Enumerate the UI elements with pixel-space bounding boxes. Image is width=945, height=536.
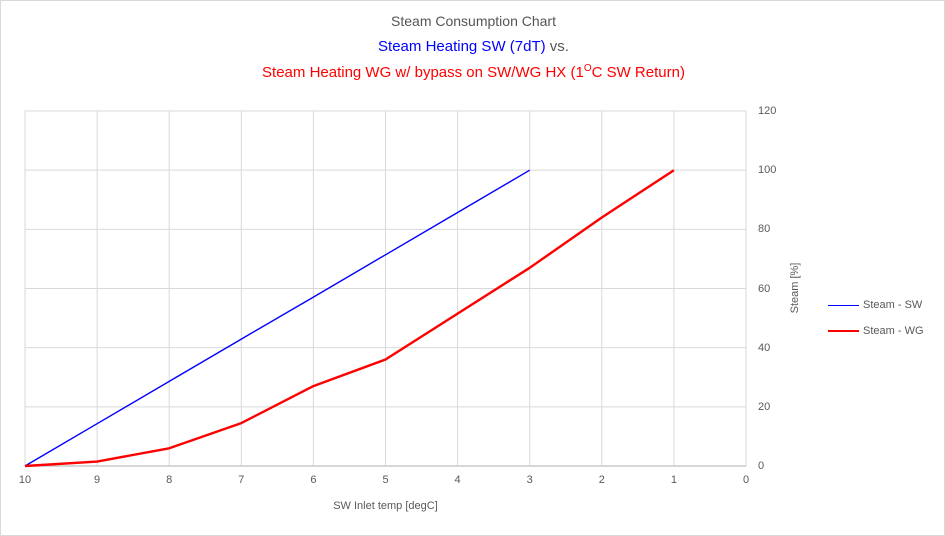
x-tick-label: 9 — [94, 474, 101, 486]
legend-item-steam-sw[interactable]: Steam - SW — [828, 292, 924, 318]
legend-line-sample-wg — [828, 330, 859, 332]
legend-label-sw: Steam - SW — [863, 299, 923, 311]
y-tick-label: 60 — [758, 282, 771, 295]
subtitle-wg-prefix: Steam Heating WG w/ bypass on SW/WG HX (… — [262, 64, 584, 81]
y-tick-label: 0 — [758, 460, 765, 472]
x-tick-label: 1 — [670, 474, 677, 486]
x-tick-label: 4 — [454, 474, 461, 486]
y-tick-label: 120 — [758, 105, 777, 117]
series-line-steam-wg[interactable] — [24, 169, 675, 468]
x-axis-title: SW Inlet temp [degC] — [333, 500, 438, 512]
x-tick-label: 8 — [166, 474, 173, 486]
subtitle-wg-suffix: C SW Return) — [591, 64, 685, 81]
chart-subtitle-wg: Steam Heating WG w/ bypass on SW/WG HX (… — [1, 63, 944, 81]
legend-line-sample-sw — [828, 304, 859, 306]
x-tick-label: 0 — [742, 474, 750, 486]
y-tick-label: 40 — [758, 341, 771, 354]
y-tick-label: 20 — [758, 400, 771, 413]
x-tick-label: 2 — [598, 474, 605, 486]
x-tick-label: 7 — [238, 474, 245, 486]
x-tick-label: 6 — [310, 474, 317, 486]
y-axis-title: Steam [%] — [789, 262, 801, 314]
series-line-steam-sw[interactable] — [24, 169, 531, 467]
chart-title: Steam Consumption Chart — [391, 13, 556, 29]
subtitle-vs-text: vs. — [545, 38, 569, 55]
legend-label-wg: Steam - WG — [863, 325, 924, 337]
x-tick-label: 10 — [18, 474, 32, 486]
chart-subtitle-sw: Steam Heating SW (7dT) vs. — [1, 38, 944, 55]
legend-item-steam-wg[interactable]: Steam - WG — [828, 318, 924, 344]
y-tick-label: 100 — [758, 164, 777, 177]
y-tick-label: 80 — [758, 223, 771, 236]
subtitle-wg-superscript: O — [583, 63, 592, 74]
legend: Steam - SW Steam - WG — [828, 292, 924, 344]
subtitle-sw-text: Steam Heating SW (7dT) — [378, 38, 546, 55]
x-tick-label: 3 — [526, 474, 533, 486]
x-tick-label: 5 — [382, 474, 389, 486]
